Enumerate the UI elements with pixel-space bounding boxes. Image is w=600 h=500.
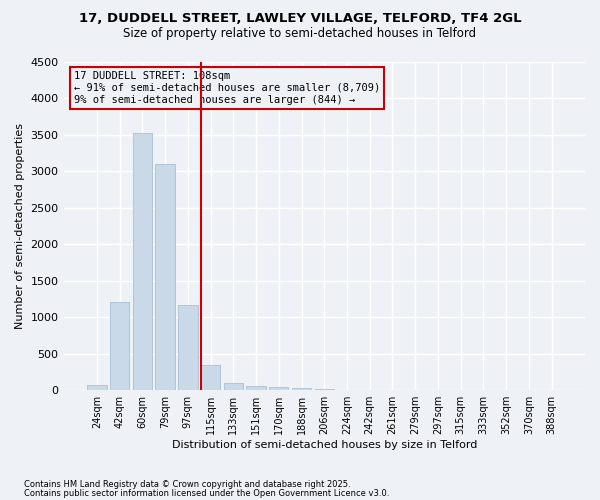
Bar	[269, 388, 289, 390]
Text: Size of property relative to semi-detached houses in Telford: Size of property relative to semi-detach…	[124, 28, 476, 40]
Text: 17, DUDDELL STREET, LAWLEY VILLAGE, TELFORD, TF4 2GL: 17, DUDDELL STREET, LAWLEY VILLAGE, TELF…	[79, 12, 521, 26]
Bar	[292, 388, 311, 390]
Bar	[247, 386, 266, 390]
Bar	[224, 382, 243, 390]
Text: Contains HM Land Registry data © Crown copyright and database right 2025.: Contains HM Land Registry data © Crown c…	[24, 480, 350, 489]
Text: 17 DUDDELL STREET: 108sqm
← 91% of semi-detached houses are smaller (8,709)
9% o: 17 DUDDELL STREET: 108sqm ← 91% of semi-…	[74, 72, 380, 104]
Bar	[87, 384, 107, 390]
Bar	[155, 164, 175, 390]
Bar	[201, 366, 220, 390]
Text: Contains public sector information licensed under the Open Government Licence v3: Contains public sector information licen…	[24, 489, 389, 498]
X-axis label: Distribution of semi-detached houses by size in Telford: Distribution of semi-detached houses by …	[172, 440, 477, 450]
Bar	[178, 306, 197, 390]
Bar	[110, 302, 130, 390]
Bar	[133, 133, 152, 390]
Y-axis label: Number of semi-detached properties: Number of semi-detached properties	[15, 123, 25, 329]
